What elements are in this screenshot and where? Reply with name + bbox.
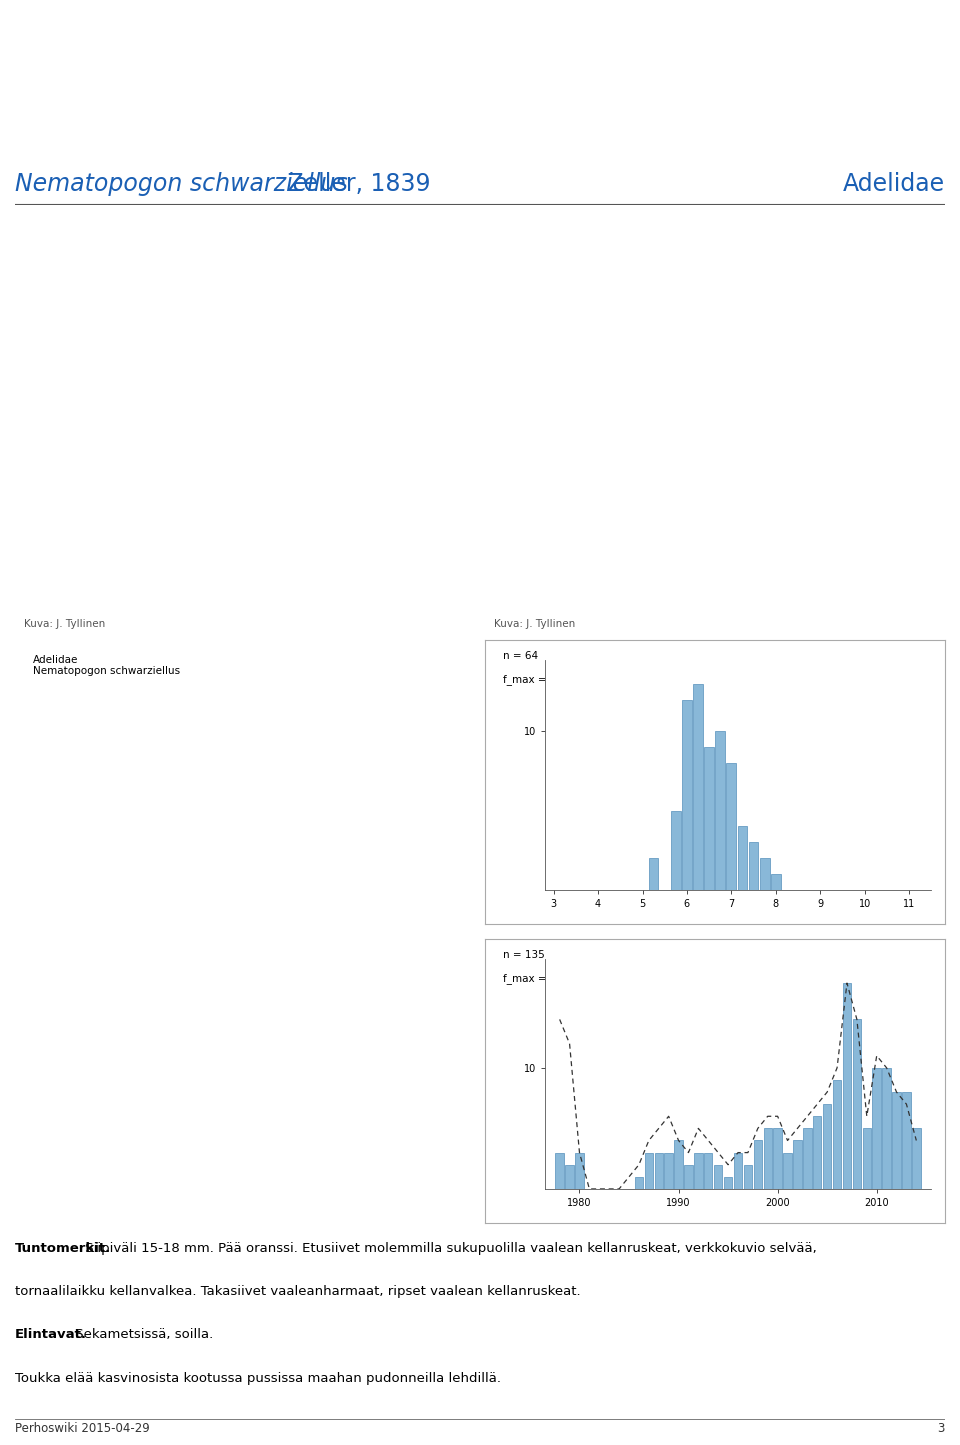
Text: n = 64: n = 64: [503, 652, 539, 662]
Text: Adelidae: Adelidae: [843, 172, 945, 195]
Text: Kuva: J. Tyllinen: Kuva: J. Tyllinen: [24, 618, 106, 629]
Text: 3: 3: [938, 1422, 945, 1435]
Text: Siipiväli 15-18 mm. Pää oranssi. Etusiivet molemmilla sukupuolilla vaalean kella: Siipiväli 15-18 mm. Pää oranssi. Etusiiv…: [81, 1241, 817, 1254]
Text: Zeller, 1839: Zeller, 1839: [280, 172, 430, 195]
Text: Toukka elää kasvinosista kootussa pussissa maahan pudonneilla lehdillä.: Toukka elää kasvinosista kootussa pussis…: [15, 1371, 501, 1384]
Text: Tuntomerkit.: Tuntomerkit.: [15, 1241, 111, 1254]
Text: f_max = 13: f_max = 13: [503, 673, 564, 685]
Text: f_max = 17: f_max = 17: [503, 972, 564, 984]
Text: Adelidae: Adelidae: [34, 655, 79, 665]
Text: tornaalilaikku kellanvalkea. Takasiivet vaaleanharmaat, ripset vaalean kellanrus: tornaalilaikku kellanvalkea. Takasiivet …: [15, 1285, 581, 1298]
Text: Perhoswiki 2015-04-29: Perhoswiki 2015-04-29: [15, 1422, 150, 1435]
Text: Nematopogon schwarziellus: Nematopogon schwarziellus: [34, 666, 180, 676]
Text: Kuva: J. Tyllinen: Kuva: J. Tyllinen: [494, 618, 575, 629]
Text: Elintavat.: Elintavat.: [15, 1328, 87, 1341]
Text: Nematopogon schwarziellus: Nematopogon schwarziellus: [15, 172, 348, 195]
Text: Sekametsissä, soilla.: Sekametsissä, soilla.: [71, 1328, 213, 1341]
Text: n = 135: n = 135: [503, 951, 545, 961]
